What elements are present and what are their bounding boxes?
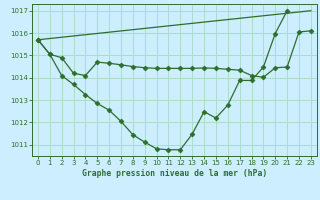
X-axis label: Graphe pression niveau de la mer (hPa): Graphe pression niveau de la mer (hPa) <box>82 169 267 178</box>
